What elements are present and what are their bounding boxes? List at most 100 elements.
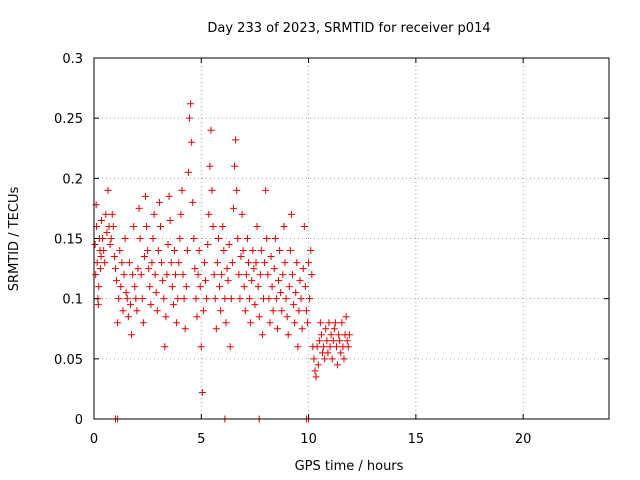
data-point	[273, 325, 281, 333]
data-point	[111, 265, 119, 273]
data-point	[103, 228, 111, 236]
data-point	[302, 307, 310, 315]
data-point	[300, 222, 308, 230]
data-point	[202, 277, 210, 285]
data-point	[140, 253, 148, 261]
data-point	[206, 162, 214, 170]
data-point	[212, 325, 220, 333]
data-point	[243, 235, 251, 242]
data-point	[332, 343, 340, 351]
data-point	[149, 235, 157, 242]
data-point	[301, 283, 309, 291]
data-point	[331, 319, 339, 327]
y-tick-label: 0.2	[62, 172, 83, 187]
data-point	[178, 186, 186, 194]
data-point	[254, 283, 262, 291]
data-point	[198, 389, 206, 397]
data-point	[239, 247, 247, 255]
data-point	[99, 235, 107, 242]
data-point	[221, 295, 229, 303]
data-point	[102, 210, 110, 218]
data-point	[228, 259, 236, 267]
data-point	[181, 325, 189, 333]
data-point	[107, 235, 115, 242]
data-point	[271, 235, 279, 242]
data-point	[290, 301, 298, 309]
data-point	[344, 343, 352, 351]
data-point	[192, 295, 200, 303]
data-point	[308, 271, 316, 279]
data-point	[183, 247, 191, 255]
data-point	[154, 247, 162, 255]
data-point	[296, 277, 304, 285]
data-point	[133, 307, 141, 315]
data-point	[116, 247, 124, 255]
data-point	[110, 253, 118, 261]
data-point	[266, 319, 274, 327]
data-point	[157, 222, 165, 230]
data-point	[134, 265, 142, 273]
data-point	[249, 247, 257, 255]
data-point	[104, 186, 112, 194]
data-point	[264, 271, 272, 279]
data-point	[297, 295, 305, 303]
data-point	[195, 247, 203, 255]
data-point	[208, 186, 216, 194]
data-point	[328, 355, 336, 363]
data-point	[238, 210, 246, 218]
data-point	[241, 307, 249, 315]
data-point	[277, 289, 285, 297]
data-point	[295, 307, 303, 315]
data-point	[256, 271, 264, 279]
data-point	[143, 222, 151, 230]
data-point	[225, 241, 233, 249]
x-tick-label: 5	[197, 432, 205, 447]
data-point	[197, 343, 205, 351]
data-point	[335, 331, 343, 339]
data-point	[139, 319, 147, 327]
data-point	[209, 222, 217, 230]
data-point	[237, 253, 245, 261]
data-point	[135, 204, 143, 212]
data-point	[317, 331, 325, 339]
data-point	[172, 271, 180, 279]
y-tick-label: 0	[75, 413, 83, 428]
data-point	[95, 283, 103, 291]
data-point	[168, 283, 176, 291]
data-point	[262, 186, 270, 194]
data-point	[304, 319, 312, 327]
data-point	[207, 126, 215, 134]
data-point	[283, 313, 291, 321]
data-point	[261, 259, 269, 267]
y-axis-tick-labels: 0 0.05 0.1 0.15 0.2 0.25 0.3	[54, 52, 83, 428]
data-point	[294, 343, 302, 351]
data-point	[150, 210, 158, 218]
data-point	[121, 235, 129, 242]
data-point	[299, 265, 307, 273]
data-point	[173, 319, 181, 327]
data-point	[327, 331, 335, 339]
data-point	[196, 283, 204, 291]
data-point	[342, 313, 350, 321]
data-point	[119, 307, 127, 315]
data-point	[258, 331, 266, 339]
data-point	[219, 222, 227, 230]
data-point	[101, 259, 109, 267]
data-point	[263, 235, 271, 242]
data-point	[240, 283, 248, 291]
data-point	[247, 319, 255, 327]
data-point	[272, 295, 280, 303]
data-point	[334, 361, 342, 369]
y-tick-label: 0.3	[62, 52, 83, 67]
data-point	[158, 259, 166, 267]
data-point	[129, 271, 137, 279]
data-point	[280, 222, 288, 230]
data-point	[179, 271, 187, 279]
x-axis-tick-labels: 0 5 10 15 20	[90, 432, 532, 447]
data-point	[146, 283, 154, 291]
data-point	[188, 138, 196, 146]
data-points	[91, 100, 353, 423]
data-point	[199, 307, 207, 315]
data-point	[310, 355, 318, 363]
data-point	[233, 186, 241, 194]
